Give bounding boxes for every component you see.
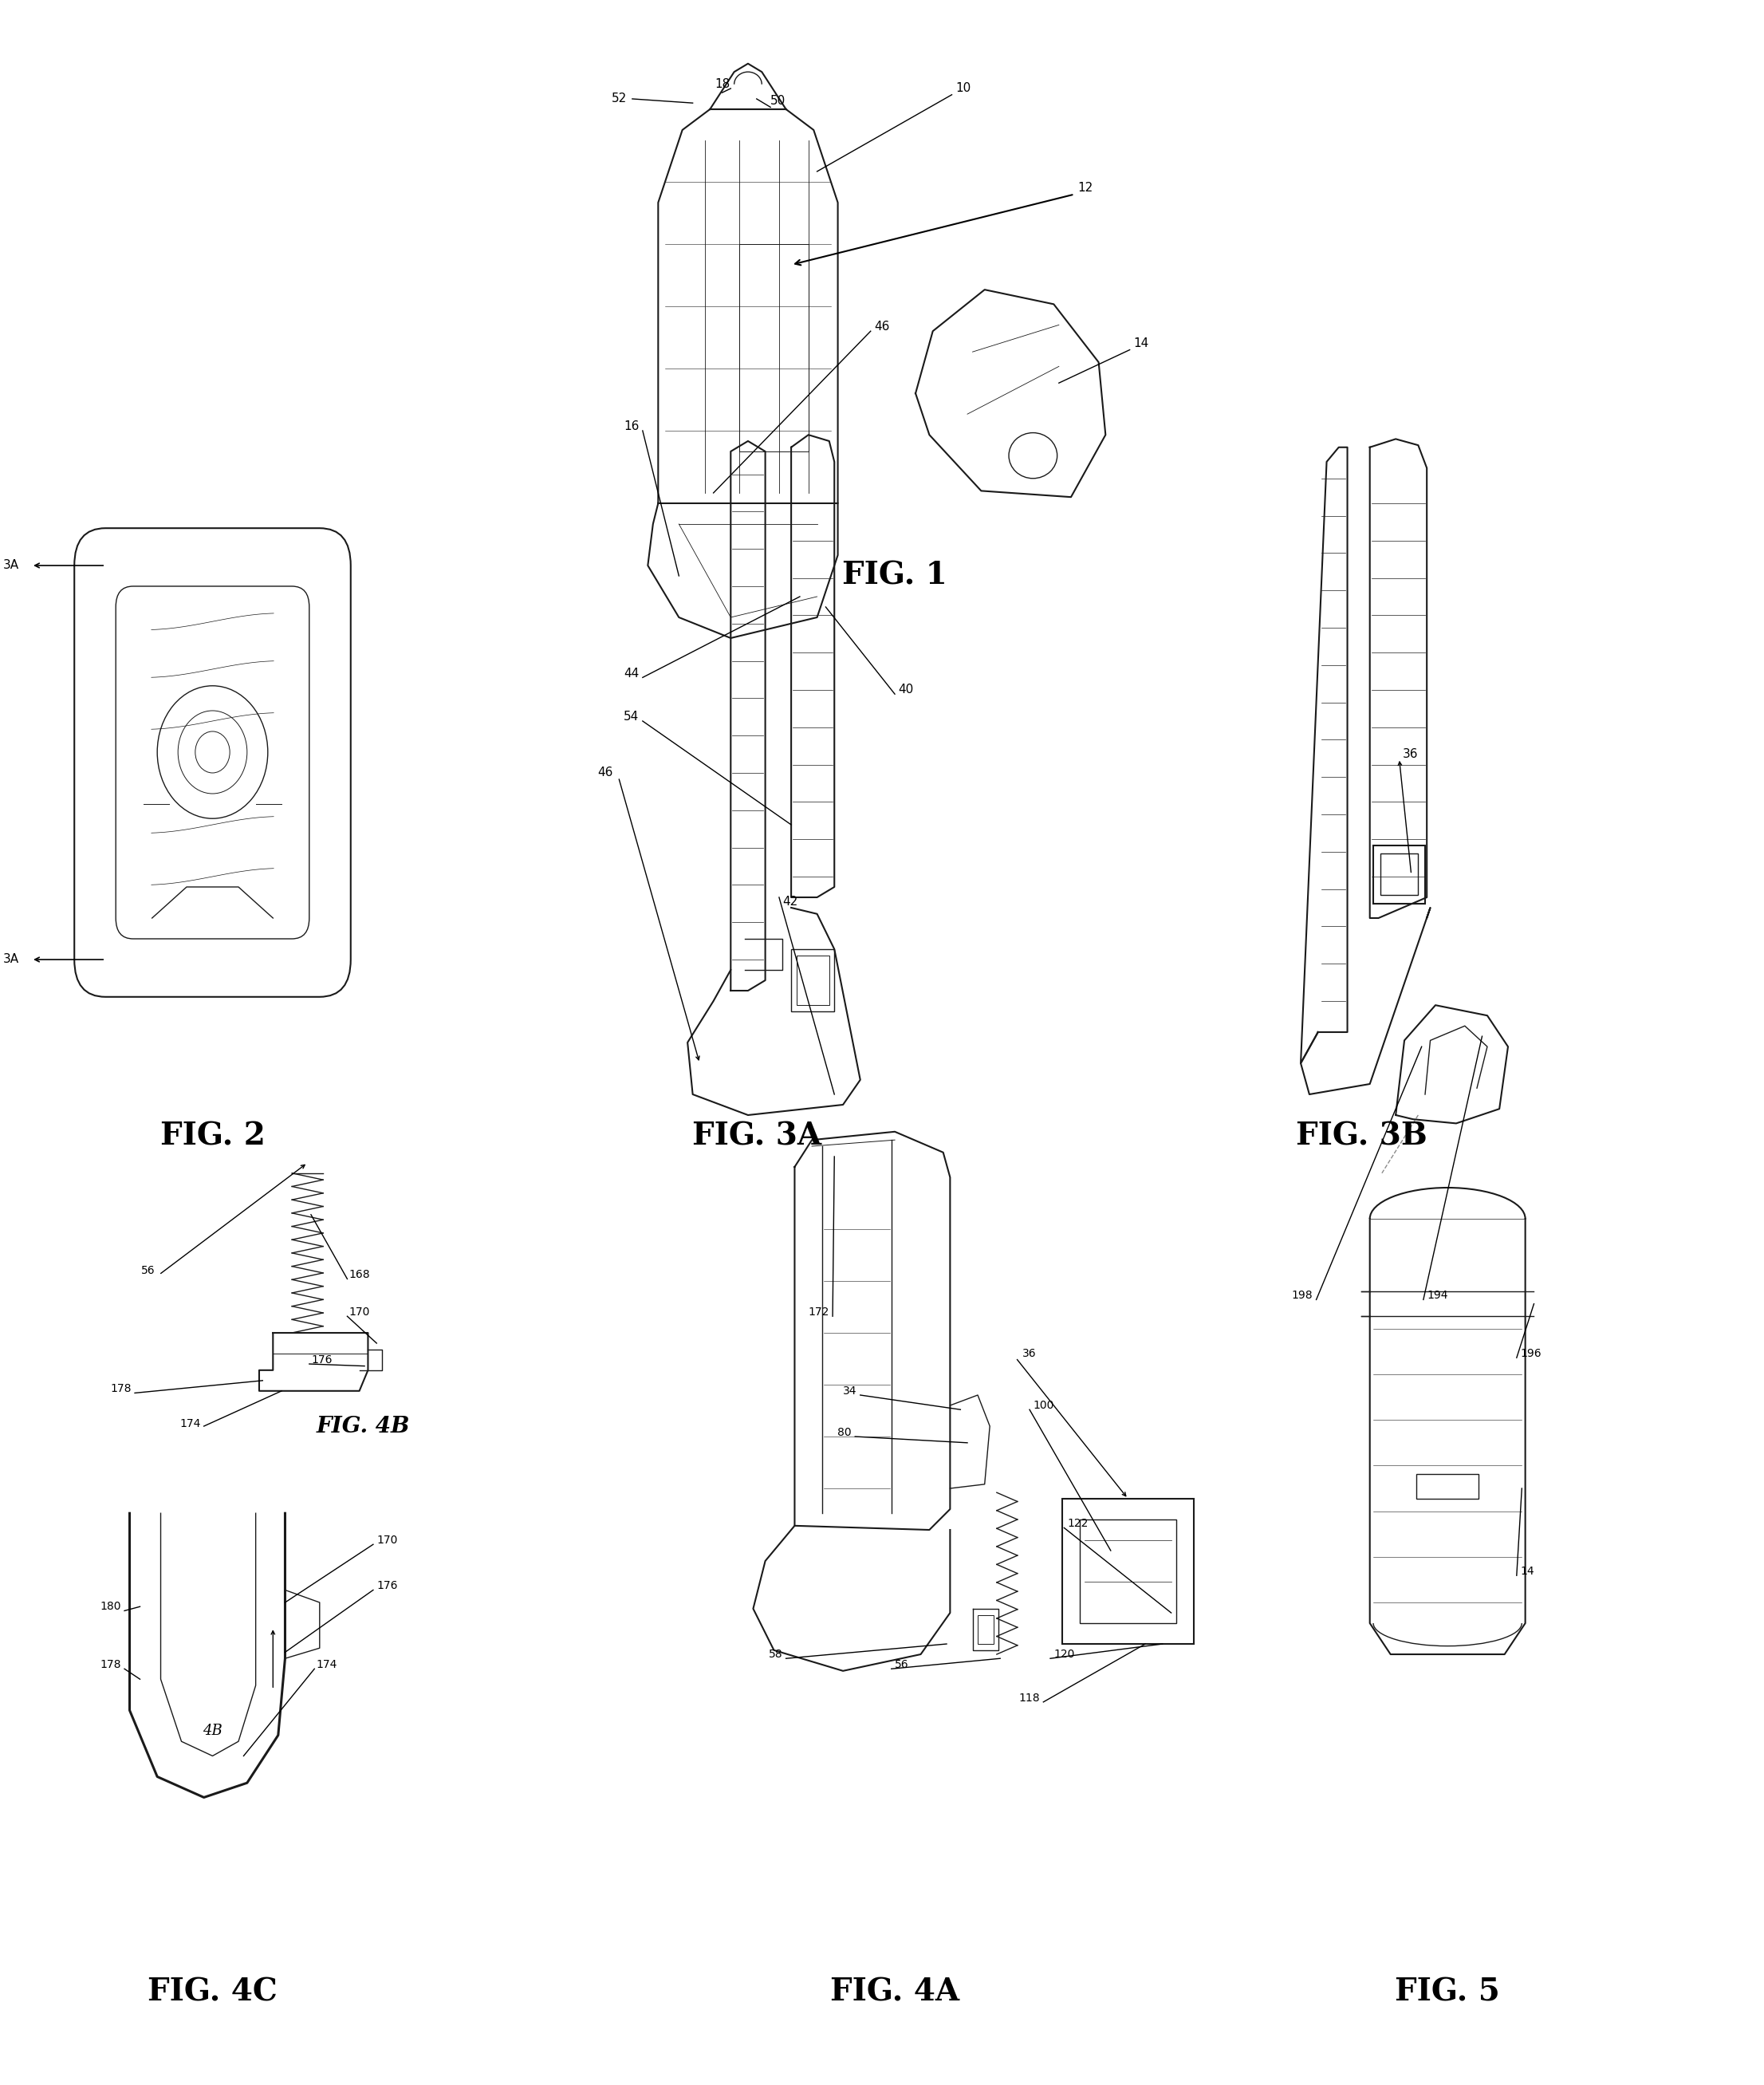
Bar	[792, 949, 834, 1011]
Text: FIG. 5: FIG. 5	[1395, 1977, 1499, 2008]
Text: 58: 58	[769, 1649, 783, 1660]
Text: FIG. 4B: FIG. 4B	[316, 1416, 409, 1437]
Text: 178: 178	[101, 1660, 122, 1670]
Text: 170: 170	[349, 1307, 370, 1318]
Text: 194: 194	[1427, 1291, 1448, 1301]
Text: 18: 18	[714, 79, 730, 90]
Text: 174: 174	[316, 1660, 337, 1670]
Text: 172: 172	[808, 1307, 829, 1318]
Text: 40: 40	[898, 684, 914, 696]
Text: 176: 176	[377, 1580, 397, 1591]
Text: 16: 16	[624, 421, 639, 432]
Bar	[796, 955, 829, 1005]
Text: 118: 118	[1018, 1693, 1041, 1703]
Text: 14: 14	[1132, 338, 1148, 350]
Text: 46: 46	[598, 767, 614, 780]
Text: 42: 42	[783, 894, 797, 907]
Text: 198: 198	[1291, 1291, 1312, 1301]
Text: 120: 120	[1053, 1649, 1074, 1660]
Text: FIG. 3A: FIG. 3A	[691, 1120, 822, 1151]
Bar	[1379, 853, 1418, 894]
Text: 80: 80	[838, 1426, 852, 1439]
Text: 44: 44	[624, 667, 639, 680]
Bar	[1416, 1474, 1478, 1499]
Text: 56: 56	[894, 1660, 908, 1670]
Text: 180: 180	[101, 1601, 122, 1612]
Bar	[1372, 847, 1425, 903]
Text: 34: 34	[843, 1384, 857, 1397]
Text: 122: 122	[1067, 1518, 1088, 1528]
Text: 196: 196	[1521, 1349, 1542, 1359]
Text: 52: 52	[612, 94, 626, 104]
Bar	[1080, 1520, 1177, 1624]
Bar	[739, 244, 808, 452]
Text: 56: 56	[141, 1266, 155, 1276]
Text: FIG. 4C: FIG. 4C	[148, 1977, 277, 2008]
Text: 174: 174	[180, 1418, 201, 1430]
Bar	[977, 1616, 993, 1643]
Text: FIG. 3B: FIG. 3B	[1295, 1120, 1427, 1151]
Text: 50: 50	[771, 96, 785, 106]
Text: FIG. 4A: FIG. 4A	[831, 1977, 960, 2008]
Text: 10: 10	[956, 83, 970, 94]
Text: 46: 46	[875, 321, 889, 334]
Text: 36: 36	[1402, 749, 1418, 761]
Bar	[1062, 1499, 1194, 1643]
Text: FIG. 1: FIG. 1	[841, 561, 947, 590]
Text: 170: 170	[377, 1535, 397, 1545]
Text: FIG. 2: FIG. 2	[161, 1120, 265, 1151]
Text: 36: 36	[1023, 1349, 1037, 1359]
Text: 168: 168	[349, 1270, 370, 1280]
Text: 3A: 3A	[4, 953, 19, 965]
Text: 12: 12	[1078, 181, 1094, 194]
Text: 4B: 4B	[203, 1724, 222, 1739]
Text: 178: 178	[109, 1382, 131, 1395]
Text: 100: 100	[1034, 1399, 1055, 1412]
Text: 14: 14	[1521, 1566, 1535, 1576]
Text: 176: 176	[310, 1355, 332, 1366]
Text: 54: 54	[624, 711, 639, 723]
Text: 3A: 3A	[4, 559, 19, 571]
